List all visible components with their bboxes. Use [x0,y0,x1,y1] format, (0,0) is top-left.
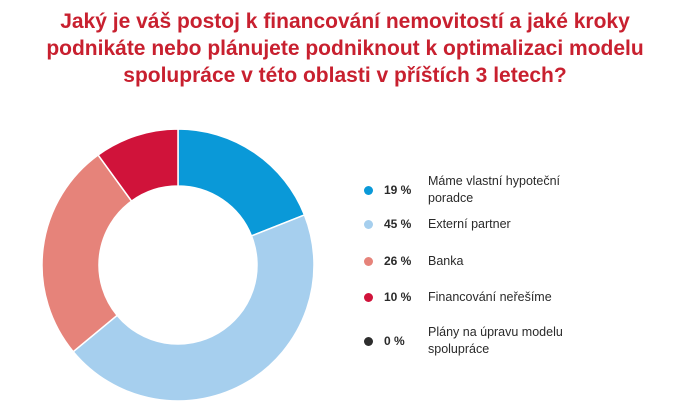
legend-swatch [364,185,373,195]
legend-swatch [364,219,373,229]
legend-percent: 0 % [384,334,405,348]
legend-item-externi-partner: 45 % Externí partner [360,204,660,244]
legend-item-banka: 26 % Banka [360,241,660,281]
donut-slice-0 [177,128,306,237]
legend-swatch [364,256,373,266]
legend-label: Máme vlastní hypoteční poradce [428,174,561,205]
legend-percent: 26 % [384,254,412,268]
legend-percent: 45 % [384,217,412,231]
chart-title-line-1: Jaký je váš postoj k financování nemovit… [60,10,630,33]
legend-item-plany-na-upravu: 0 % Plány na úpravu modelu spolupráce [360,321,660,361]
legend-percent: 10 % [384,290,412,304]
donut-slice-2 [41,153,133,353]
donut-slice-1 [72,213,315,402]
legend-label: Plány na úpravu modelu spolupráce [428,325,563,356]
legend-percent: 19 % [384,183,412,197]
legend-label: Banka [428,253,464,268]
donut-slice-3 [97,128,179,203]
legend-label: Financování neřešíme [428,289,552,304]
chart-title-line-2: podnikáte nebo plánujete podniknout k op… [46,37,644,60]
chart-title: Jaký je váš postoj k financování nemovit… [0,8,690,89]
chart-title-line-3: spolupráce v této oblasti v příštích 3 l… [123,64,567,87]
legend-item-financovani-neresime: 10 % Financování neřešíme [360,277,660,317]
legend-label: Externí partner [428,216,511,231]
legend-item-hypotecni-poradce: 19 % Máme vlastní hypoteční poradce [360,170,660,210]
legend-swatch [364,336,373,346]
legend-swatch [364,292,373,302]
